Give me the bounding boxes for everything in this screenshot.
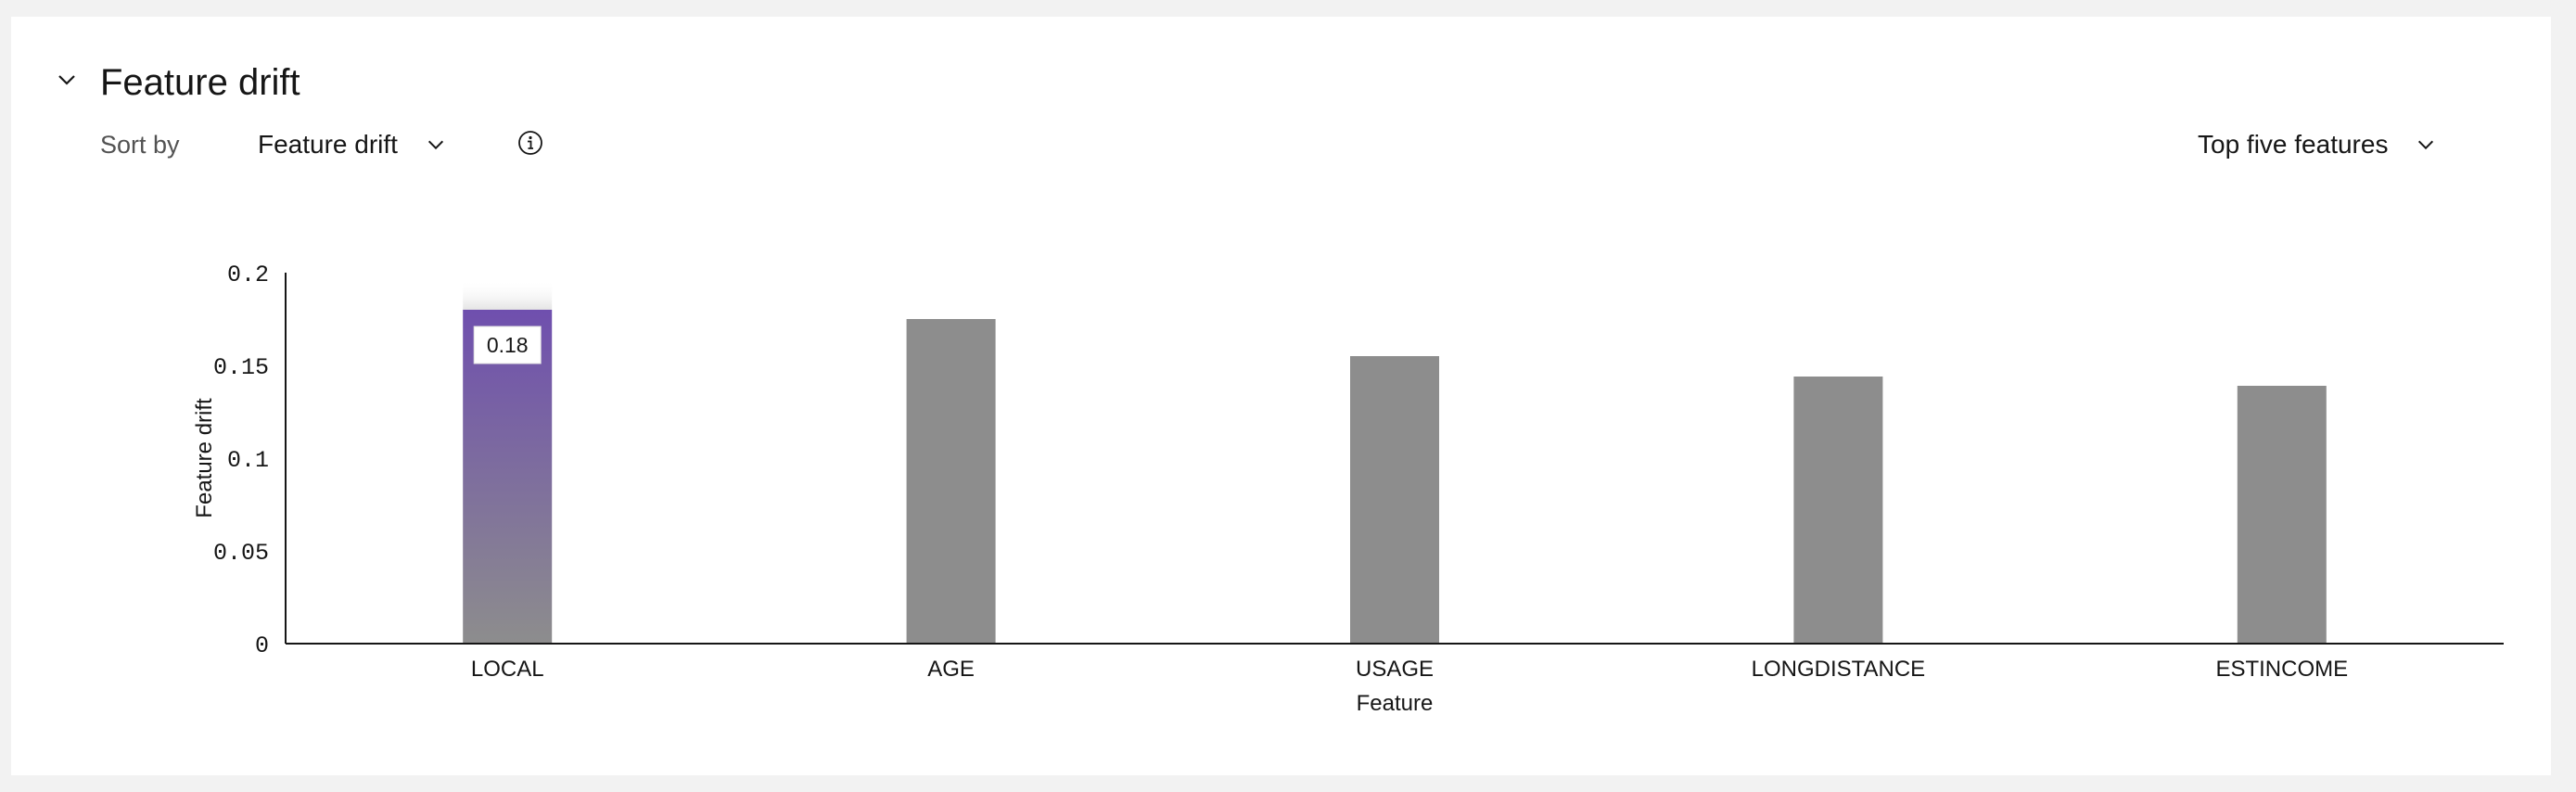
tooltip-box xyxy=(473,326,542,364)
bar-age[interactable] xyxy=(906,319,996,644)
y-tick-label: 0.1 xyxy=(227,447,269,474)
x-tick-label: AGE xyxy=(927,657,975,682)
bar-longdistance[interactable] xyxy=(1793,377,1883,644)
collapse-button[interactable] xyxy=(45,59,89,104)
y-axis-title: Feature drift xyxy=(192,398,217,518)
tooltip-value: 0.18 xyxy=(487,333,529,357)
feature-drift-panel: Feature drift Sort by Feature drift Top … xyxy=(11,17,2551,775)
top-features-dropdown[interactable]: Top five features xyxy=(2198,126,2436,163)
x-tick-label: USAGE xyxy=(1356,657,1434,682)
chevron-down-icon xyxy=(426,134,446,155)
x-tick-label: ESTINCOME xyxy=(2215,657,2348,682)
x-tick-label: LOCAL xyxy=(471,657,544,682)
bar-usage[interactable] xyxy=(1350,356,1439,644)
info-button[interactable] xyxy=(512,126,549,163)
information-icon xyxy=(517,130,543,160)
y-tick-label: 0.15 xyxy=(213,354,269,381)
feature-drift-bar-chart: 0 0.05 0.1 0.15 0.2 Feature drift LOCAL 0.18 AGE… xyxy=(192,262,2504,716)
y-tick-label: 0.2 xyxy=(227,262,269,288)
bar-estincome[interactable] xyxy=(2237,386,2327,644)
chevron-down-icon xyxy=(2416,134,2436,155)
section-title: Feature drift xyxy=(100,62,300,103)
sort-by-value: Feature drift xyxy=(258,130,398,159)
y-tick-label: 0.05 xyxy=(213,540,269,567)
sort-by-dropdown[interactable]: Feature drift xyxy=(258,126,446,163)
bar-local[interactable] xyxy=(463,310,553,644)
x-tick-label: LONGDISTANCE xyxy=(1752,657,1926,682)
x-axis-title: Feature xyxy=(1357,691,1434,716)
chevron-down-icon xyxy=(56,69,78,96)
sort-by-label: Sort by xyxy=(100,131,180,159)
top-features-value: Top five features xyxy=(2198,130,2389,159)
y-tick-label: 0 xyxy=(255,632,269,659)
bar-hover-shadow xyxy=(463,280,553,310)
